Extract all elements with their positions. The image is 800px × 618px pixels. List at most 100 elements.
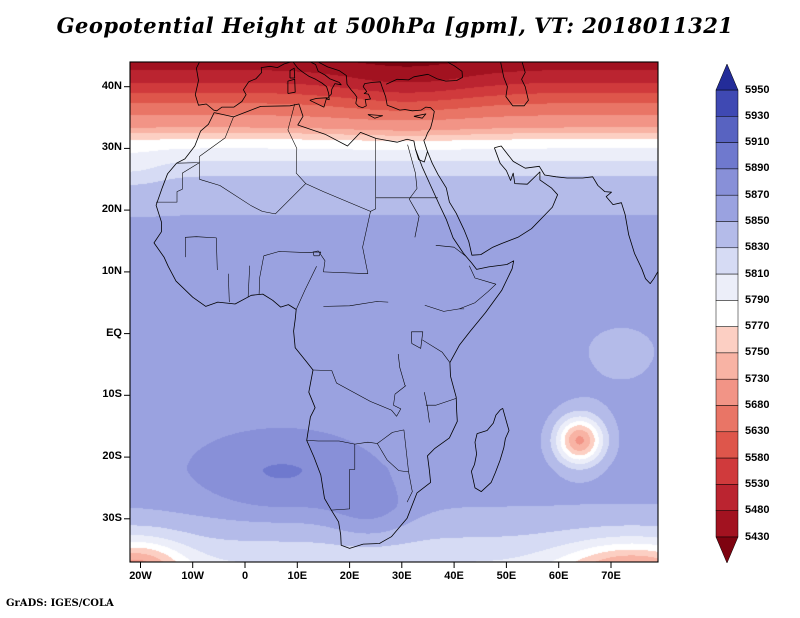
water-path bbox=[424, 392, 430, 423]
border-path bbox=[362, 211, 371, 274]
plot-frame bbox=[129, 61, 659, 563]
colorbar-label-5830: 5830 bbox=[745, 241, 770, 254]
y-tick-label-30N: 30N bbox=[101, 141, 122, 154]
axis-ticks bbox=[124, 86, 612, 568]
coastline-path bbox=[367, 114, 383, 119]
colorbar-band bbox=[715, 405, 739, 433]
border-path bbox=[459, 265, 497, 310]
colorbar-band bbox=[715, 247, 739, 275]
border-path bbox=[185, 236, 218, 271]
border-path bbox=[247, 265, 250, 298]
country-borders bbox=[156, 103, 497, 511]
border-path bbox=[323, 271, 368, 274]
chart-title: Geopotential Height at 500hPa [gpm], VT:… bbox=[56, 13, 734, 38]
colorbar-arrow-bottom bbox=[715, 536, 739, 564]
border-path bbox=[377, 429, 404, 444]
coastline-path bbox=[413, 113, 427, 119]
colorbar-band bbox=[715, 142, 739, 170]
border-path bbox=[435, 245, 467, 257]
x-tick-label-10E: 10E bbox=[287, 570, 308, 582]
border-path bbox=[306, 440, 378, 445]
coastline-path bbox=[287, 78, 296, 94]
colorbar-label-5750: 5750 bbox=[745, 346, 770, 359]
colorbar-band bbox=[715, 510, 739, 538]
colorbar-band bbox=[715, 116, 739, 143]
colorbar-label-5680: 5680 bbox=[745, 399, 770, 411]
x-tick-label-20W: 20W bbox=[129, 570, 152, 582]
colorbar-label-5630: 5630 bbox=[745, 425, 770, 438]
border-path bbox=[287, 103, 306, 184]
coastline-path bbox=[292, 62, 342, 101]
border-path bbox=[422, 339, 451, 363]
border-path bbox=[199, 162, 306, 215]
x-tick-label-10W: 10W bbox=[181, 570, 204, 582]
colorbar bbox=[715, 63, 739, 564]
coastline-path bbox=[153, 103, 515, 549]
border-path bbox=[305, 183, 438, 212]
colorbar-label-5730: 5730 bbox=[745, 372, 770, 385]
border-path bbox=[323, 301, 389, 307]
colorbar-arrow-top bbox=[715, 63, 739, 91]
colorbar-label-5910: 5910 bbox=[745, 136, 770, 149]
colorbar-label-5770: 5770 bbox=[745, 320, 770, 333]
coastline-path bbox=[318, 62, 383, 109]
coastline-path bbox=[386, 62, 463, 85]
border-path bbox=[176, 116, 234, 164]
x-tick-label-0: 0 bbox=[241, 570, 249, 582]
coastline-path bbox=[309, 97, 327, 108]
contour-field-canvas bbox=[130, 62, 658, 562]
colorbar-label-5850: 5850 bbox=[745, 215, 770, 227]
coastline-path bbox=[500, 62, 529, 107]
water-path bbox=[312, 251, 322, 257]
colorbar-band bbox=[715, 221, 739, 249]
border-path bbox=[424, 304, 465, 312]
colorbar-band bbox=[715, 484, 739, 511]
border-path bbox=[370, 385, 407, 417]
colorbar-band bbox=[715, 194, 739, 222]
colorbar-label-5790: 5790 bbox=[745, 293, 770, 306]
colorbar-band bbox=[715, 168, 739, 196]
water-path bbox=[397, 353, 406, 386]
coastline-path bbox=[194, 62, 292, 112]
colorbar-label-5580: 5580 bbox=[745, 451, 770, 464]
x-tick-label-60E: 60E bbox=[548, 570, 569, 582]
colorbar-label-5810: 5810 bbox=[745, 267, 770, 280]
x-tick-label-70E: 70E bbox=[601, 570, 621, 582]
coastline-path bbox=[427, 147, 558, 256]
border-path bbox=[156, 162, 200, 203]
water-features bbox=[312, 144, 430, 423]
y-tick-label-20S: 20S bbox=[102, 450, 122, 463]
border-path bbox=[312, 369, 371, 402]
border-path bbox=[228, 273, 230, 303]
grads-credit: GrADS: IGES/COLA bbox=[6, 598, 114, 609]
y-tick-label-10N: 10N bbox=[101, 264, 122, 277]
colorbar-label-5950: 5950 bbox=[745, 83, 770, 96]
border-path bbox=[258, 255, 265, 295]
colorbar-band bbox=[715, 273, 739, 301]
coastlines bbox=[153, 62, 658, 549]
water-path bbox=[407, 144, 420, 238]
colorbar-band bbox=[715, 378, 739, 406]
x-tick-label-30E: 30E bbox=[392, 570, 412, 582]
coastline-path bbox=[289, 67, 296, 79]
y-tick-label-20N: 20N bbox=[101, 203, 122, 216]
colorbar-label-5530: 5530 bbox=[745, 477, 770, 490]
colorbar-band bbox=[715, 457, 739, 485]
colorbar-band bbox=[715, 352, 739, 380]
border-path bbox=[425, 398, 457, 406]
colorbar-band bbox=[715, 326, 739, 354]
y-tick-label-40N: 40N bbox=[101, 79, 122, 92]
border-path bbox=[263, 250, 326, 272]
border-path bbox=[377, 443, 413, 503]
x-tick-label-40E: 40E bbox=[444, 570, 464, 582]
border-path bbox=[403, 429, 409, 472]
colorbar-band bbox=[715, 431, 739, 459]
colorbar-label-5870: 5870 bbox=[745, 188, 770, 201]
y-tick-label-EQ: EQ bbox=[106, 326, 122, 339]
coastline-path bbox=[381, 86, 435, 141]
colorbar-label-5890: 5890 bbox=[745, 162, 770, 175]
colorbar-label-5930: 5930 bbox=[745, 109, 770, 122]
x-tick-label-20E: 20E bbox=[339, 570, 360, 582]
colorbar-band bbox=[715, 300, 739, 327]
